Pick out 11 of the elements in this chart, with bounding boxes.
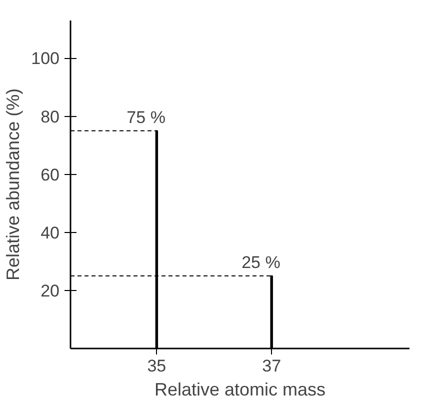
y-tick-label: 60	[40, 165, 60, 184]
data-label: 75 %	[126, 108, 166, 127]
x-tick-label: 35	[147, 356, 166, 376]
x-axis-title: Relative atomic mass	[154, 380, 326, 400]
y-tick-label: 40	[40, 223, 60, 242]
y-tick-label: 80	[40, 107, 60, 126]
data-label: 25 %	[242, 252, 280, 272]
x-tick-label: 37	[262, 356, 282, 376]
y-axis-title: Relative abundance (%)	[3, 88, 24, 281]
y-tick-label: 20	[40, 281, 60, 300]
y-tick-label: 100	[31, 49, 60, 68]
